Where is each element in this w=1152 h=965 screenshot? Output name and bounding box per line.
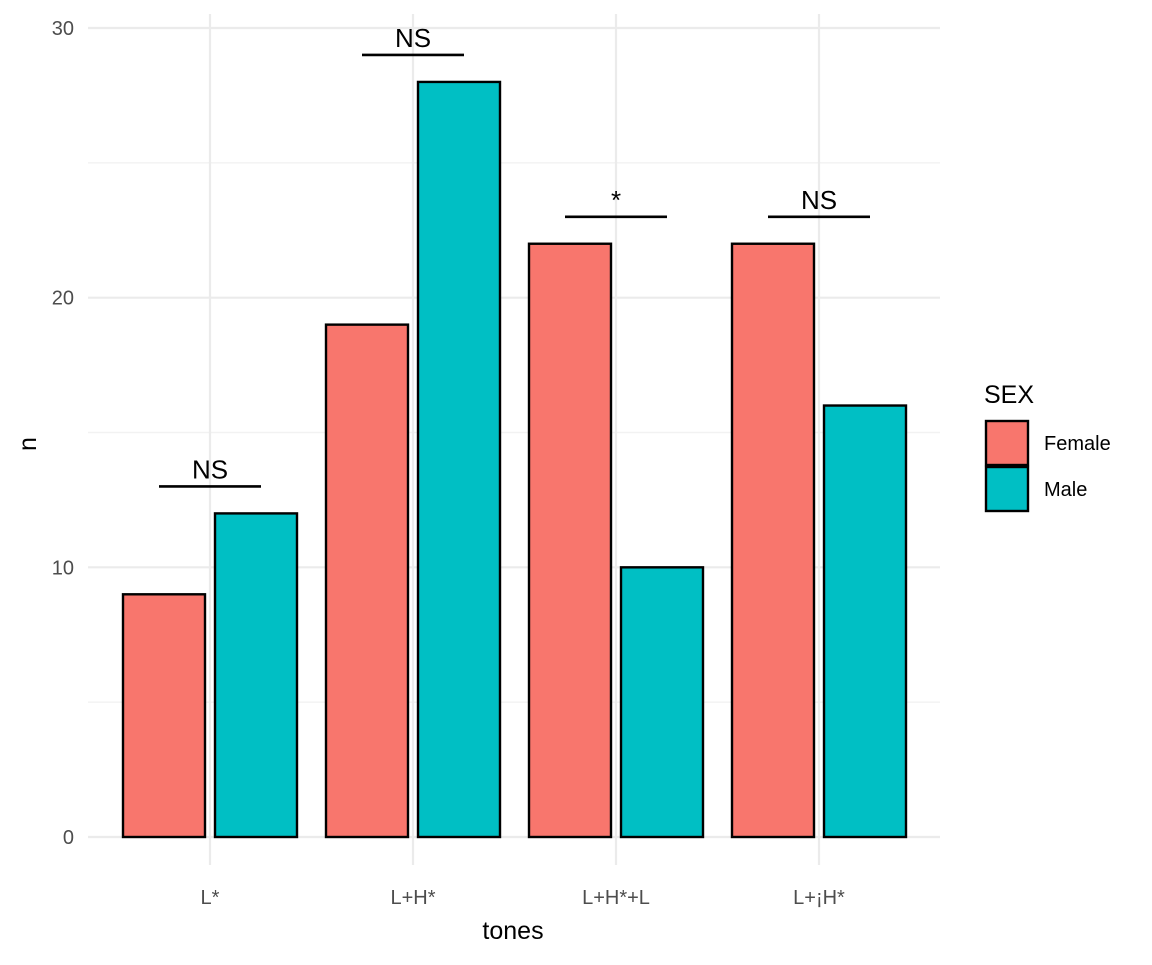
legend-label-female: Female — [1044, 433, 1111, 455]
legend: SEX Female Male — [984, 381, 1111, 513]
y-tick-label: 0 — [63, 827, 74, 849]
bar-female-4 — [730, 242, 816, 839]
x-axis-title: tones — [482, 917, 543, 945]
bars — [121, 80, 908, 839]
significance-label: NS — [192, 454, 228, 484]
bar-male-4 — [822, 404, 908, 839]
significance-label: NS — [395, 23, 431, 53]
x-axis-ticks: L* L+H* L+H*+L L+¡H* — [201, 887, 846, 909]
y-tick-label: 30 — [52, 18, 74, 40]
bar-male-2 — [416, 80, 502, 839]
legend-key-female — [984, 419, 1030, 467]
significance-label: NS — [801, 185, 837, 215]
x-tick-label: L+¡H* — [793, 887, 845, 909]
legend-key-male — [984, 465, 1030, 513]
bar-female-2 — [324, 323, 410, 839]
x-tick-label: L* — [201, 887, 220, 909]
bar-male-1 — [213, 512, 299, 839]
y-axis-ticks: 0 10 20 30 — [52, 18, 74, 849]
legend-title: SEX — [984, 381, 1034, 409]
y-tick-label: 20 — [52, 288, 74, 310]
significance-annotations: NS NS * NS — [159, 23, 870, 488]
significance-label: * — [611, 185, 621, 215]
y-axis-title: n — [14, 437, 42, 451]
bar-female-3 — [527, 242, 613, 839]
x-tick-label: L+H* — [390, 887, 435, 909]
bar-female-1 — [121, 593, 207, 839]
x-tick-label: L+H*+L — [582, 887, 650, 909]
legend-items: Female Male — [984, 419, 1111, 513]
y-tick-label: 10 — [52, 557, 74, 579]
bar-male-3 — [619, 566, 705, 839]
legend-label-male: Male — [1044, 479, 1087, 501]
